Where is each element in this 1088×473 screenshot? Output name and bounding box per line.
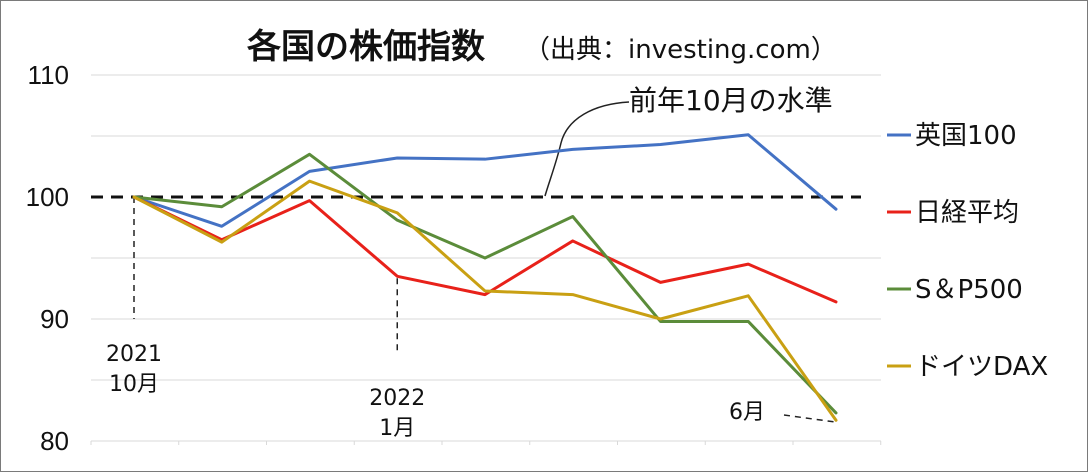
legend-label: 日経平均 (915, 198, 1019, 228)
series-line (132, 195, 838, 304)
x-axis-label: 2022 (369, 386, 425, 411)
y-tick-label: 90 (40, 304, 69, 334)
x-label-guides (133, 197, 836, 423)
series-line (132, 133, 838, 228)
reference-line-label: 前年10月の水準 (629, 84, 833, 117)
series-lines (132, 133, 838, 422)
chart-title: 各国の株価指数 (247, 27, 485, 67)
x-axis-label: 10月 (109, 372, 159, 397)
reference-annotation-curve (544, 101, 630, 197)
y-tick-label: 110 (28, 60, 69, 90)
x-axis-label: 2021 (106, 342, 162, 367)
legend-label: 英国100 (915, 121, 1017, 151)
y-tick-label: 100 (26, 182, 69, 212)
y-axis-ticks: 80 90 100 110 (26, 60, 69, 456)
x-axis-label: 6月 (729, 400, 765, 425)
series-line (132, 179, 838, 422)
x-axis-labels: 2021 10月 2022 1月 6月 (106, 342, 765, 441)
chart-subtitle: （出典：investing.com） (524, 35, 837, 65)
legend: 英国100 日経平均 S＆P500 ドイツDAX (887, 121, 1048, 382)
y-tick-label: 80 (40, 426, 69, 456)
series-line (132, 152, 838, 415)
legend-label: S＆P500 (915, 275, 1023, 305)
legend-label: ドイツDAX (915, 352, 1048, 382)
reference-line-group: 前年10月の水準 (91, 84, 861, 199)
gridlines (90, 74, 882, 445)
x-label-guide (783, 414, 836, 423)
x-axis-label: 1月 (379, 416, 415, 441)
